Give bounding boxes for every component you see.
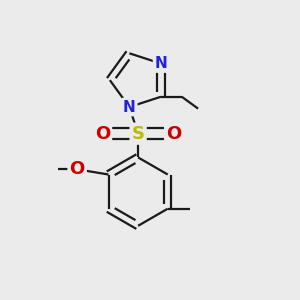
Text: O: O [166,125,182,143]
Text: O: O [70,160,85,178]
Text: O: O [95,125,110,143]
Text: N: N [154,56,167,71]
Text: N: N [123,100,136,115]
Text: S: S [132,125,145,143]
